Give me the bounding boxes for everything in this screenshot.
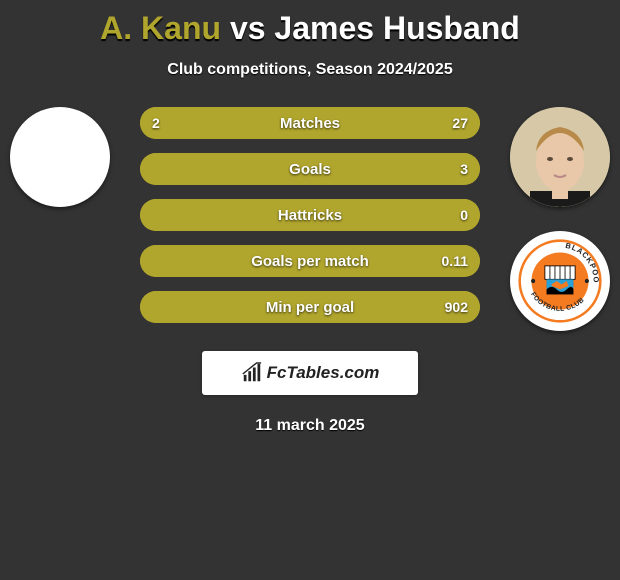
- stat-value-b: 27: [452, 107, 468, 139]
- player-b-column: BLACKPOOL FOOTBALL CLUB: [510, 107, 610, 331]
- stat-label: Hattricks: [140, 199, 480, 231]
- stat-row: Goals per match0.11: [140, 245, 480, 277]
- player-b-club-badge: BLACKPOOL FOOTBALL CLUB: [510, 231, 610, 331]
- player-b-avatar: [510, 107, 610, 207]
- stat-label: Matches: [140, 107, 480, 139]
- chart-icon: [241, 362, 263, 384]
- comparison-title: A. Kanu vs James Husband: [0, 0, 620, 47]
- stat-value-b: 902: [445, 291, 468, 323]
- watermark: FcTables.com: [202, 351, 418, 395]
- player-a-avatar: [10, 107, 110, 207]
- subtitle: Club competitions, Season 2024/2025: [0, 61, 620, 79]
- stat-value-b: 0.11: [442, 245, 468, 277]
- stat-value-b: 3: [460, 153, 468, 185]
- stat-bars: Matches2 27 Goals3 Hattricks0 Goals per matc…: [140, 107, 480, 337]
- stat-value-b: 0: [460, 199, 468, 231]
- player-a-name: A. Kanu: [100, 10, 221, 46]
- stat-label: Goals: [140, 153, 480, 185]
- stat-row: Goals3: [140, 153, 480, 185]
- stat-row: Matches2 27: [140, 107, 480, 139]
- watermark-text: FcTables.com: [267, 363, 380, 383]
- stat-row: Min per goal902: [140, 291, 480, 323]
- date-text: 11 march 2025: [0, 417, 620, 435]
- comparison-area: BLACKPOOL FOOTBALL CLUB Matc: [0, 107, 620, 337]
- player-a-column: [10, 107, 110, 207]
- stat-label: Min per goal: [140, 291, 480, 323]
- stat-label: Goals per match: [140, 245, 480, 277]
- stat-value-a: 2: [152, 107, 160, 139]
- vs-text: vs: [230, 10, 266, 46]
- stat-row: Hattricks0: [140, 199, 480, 231]
- player-b-name: James Husband: [274, 10, 519, 46]
